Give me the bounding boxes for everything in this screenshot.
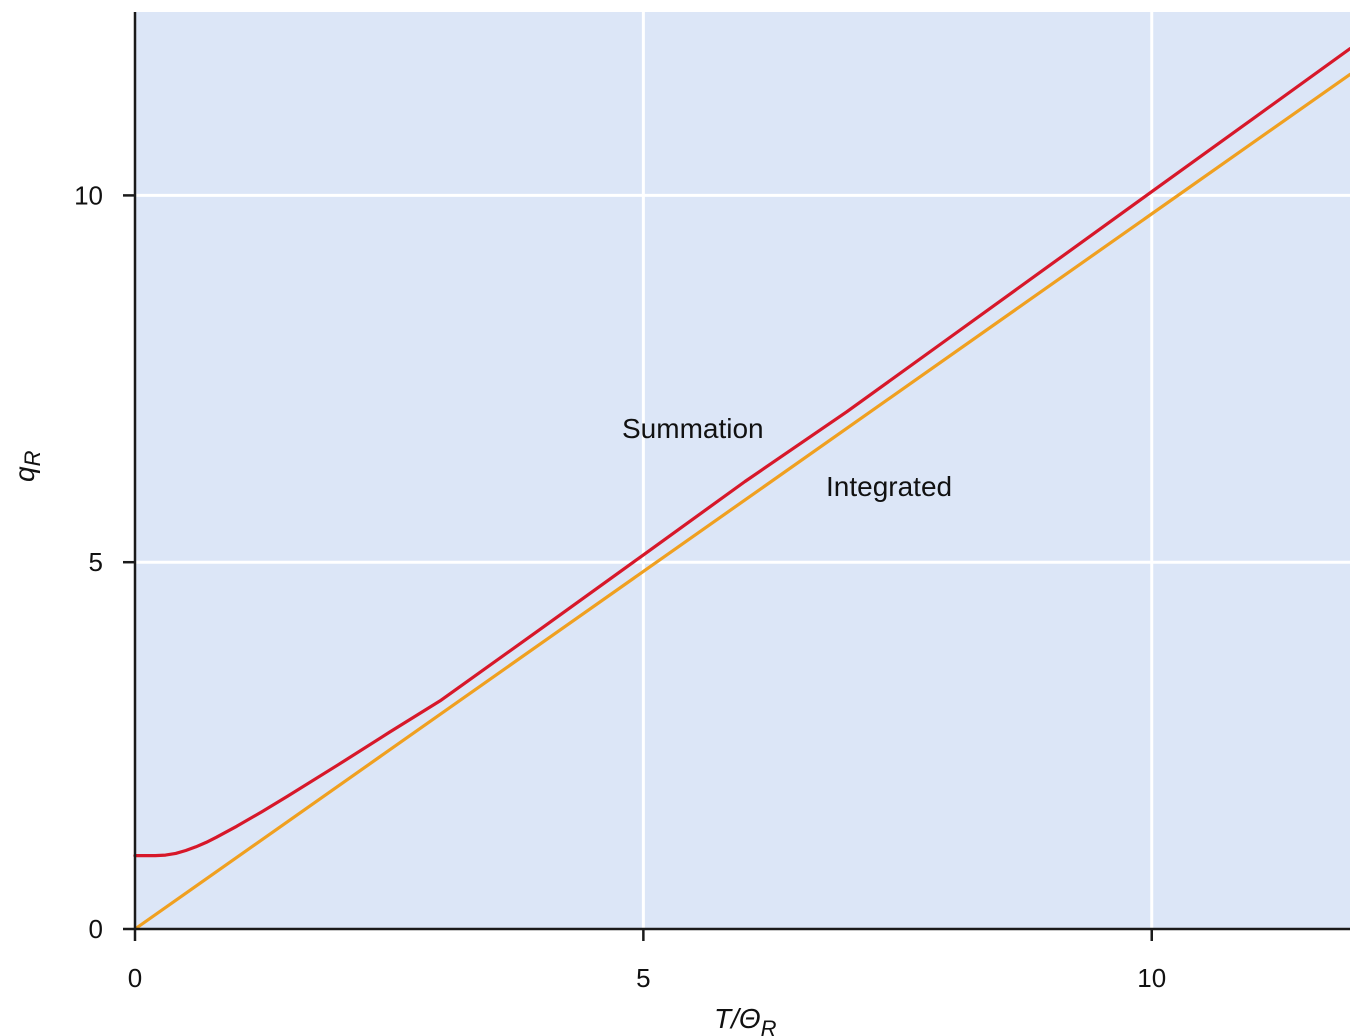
series-line-summation [133, 47, 1350, 858]
annotation-integrated: Integrated [826, 471, 952, 502]
x-axis-title-main: T/Θ [714, 1003, 761, 1034]
y-axis-title-main: q [9, 466, 40, 482]
x-tick-label-5: 5 [636, 963, 650, 993]
annotation-summation: Summation [622, 413, 764, 444]
y-tick-label-5: 5 [89, 547, 103, 577]
series-line-integrated [133, 72, 1350, 931]
axes [133, 12, 1350, 931]
ticks: 0 5 10 0 5 10 [74, 180, 1166, 993]
x-axis-title-sub: R [761, 1016, 777, 1036]
y-axis-title-sub: R [20, 450, 45, 466]
x-tick-label-0: 0 [128, 963, 142, 993]
plot-background [135, 12, 1350, 929]
x-axis-title: T/ΘR [714, 1003, 777, 1036]
x-tick-label-10: 10 [1137, 963, 1166, 993]
y-axis-title: qR [9, 450, 45, 482]
y-tick-label-10: 10 [74, 180, 103, 210]
y-tick-label-0: 0 [89, 914, 103, 944]
series-layer [133, 47, 1350, 931]
